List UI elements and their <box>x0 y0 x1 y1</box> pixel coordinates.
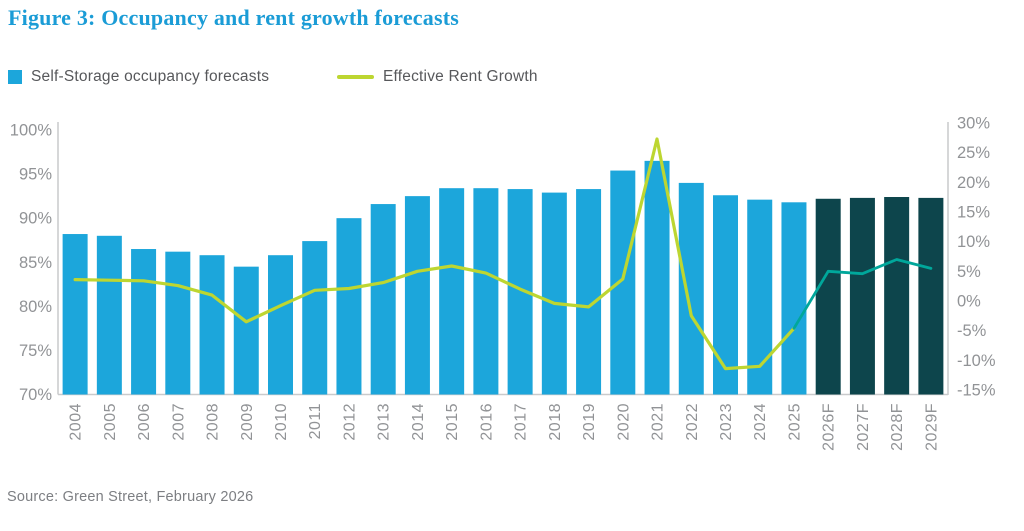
left-axis-tick-label: 70% <box>19 386 52 404</box>
year-label: 2027F <box>855 403 872 451</box>
left-axis-tick-label: 85% <box>19 254 52 272</box>
occupancy-bar-forecast <box>918 197 944 395</box>
year-label: 2021 <box>650 403 667 441</box>
year-label: 2018 <box>547 403 564 441</box>
year-label: 2026F <box>821 403 838 451</box>
right-axis-tick-label: -5% <box>957 322 987 340</box>
left-axis-tick-label: 95% <box>19 166 52 184</box>
year-label: 2024 <box>752 403 769 441</box>
occupancy-bar <box>199 255 225 395</box>
occupancy-bar <box>62 234 88 395</box>
occupancy-bar <box>439 188 465 395</box>
occupancy-bar <box>268 255 293 395</box>
year-label: 2006 <box>136 403 153 441</box>
year-label: 2019 <box>581 403 598 441</box>
occupancy-bar-forecast <box>815 198 841 395</box>
right-axis-tick-label: 15% <box>957 204 990 222</box>
year-label: 2013 <box>376 403 393 441</box>
occupancy-bar <box>644 160 670 395</box>
occupancy-bar <box>473 188 499 395</box>
occupancy-swatch-icon <box>8 70 22 84</box>
year-label: 2008 <box>205 403 222 441</box>
occupancy-bar <box>678 182 704 395</box>
year-label: 2011 <box>307 403 324 439</box>
legend-item-rent-growth: Effective Rent Growth <box>337 68 538 86</box>
year-label: 2015 <box>444 403 461 441</box>
right-axis-tick-label: -10% <box>957 352 996 370</box>
occupancy-bar <box>610 170 636 395</box>
occupancy-bar <box>713 195 738 395</box>
right-axis-tick-label: 10% <box>957 233 990 251</box>
legend-rent-growth-label: Effective Rent Growth <box>383 68 538 85</box>
year-label: 2029F <box>923 403 940 451</box>
year-label: 2005 <box>102 403 119 441</box>
right-axis-tick-label: 30% <box>957 115 990 133</box>
occupancy-bar <box>336 218 362 395</box>
occupancy-bar-forecast <box>849 197 875 395</box>
source-note: Source: Green Street, February 2026 <box>7 489 254 505</box>
occupancy-bar <box>747 199 773 395</box>
occupancy-bar <box>576 189 602 395</box>
year-label: 2004 <box>68 403 85 441</box>
year-label: 2022 <box>684 403 701 441</box>
occupancy-bar-forecast <box>884 197 910 395</box>
left-axis-tick-label: 90% <box>19 210 52 228</box>
legend-item-occupancy: Self-Storage occupancy forecasts <box>8 68 269 86</box>
year-label: 2020 <box>615 403 632 441</box>
year-label: 2017 <box>513 403 530 441</box>
rent-growth-swatch-icon <box>337 75 374 79</box>
left-axis-tick-label: 100% <box>10 122 53 140</box>
year-label: 2007 <box>170 403 187 441</box>
occupancy-bar <box>165 251 191 395</box>
occupancy-bar <box>404 196 430 395</box>
occupancy-bar <box>96 235 122 395</box>
right-axis-tick-label: 20% <box>957 174 990 192</box>
year-label: 2010 <box>273 403 290 441</box>
year-label: 2009 <box>239 403 256 441</box>
right-axis-tick-label: 5% <box>957 263 981 281</box>
figure-title: Figure 3: Occupancy and rent growth fore… <box>8 5 460 30</box>
year-label: 2028F <box>889 403 906 451</box>
rent-growth-line-historical <box>73 137 796 371</box>
year-label: 2016 <box>478 403 495 441</box>
left-axis-tick-label: 80% <box>19 298 52 316</box>
occupancy-bar <box>131 249 157 395</box>
year-label: 2014 <box>410 403 427 441</box>
right-axis-tick-label: -15% <box>957 382 996 400</box>
left-axis-tick-label: 75% <box>19 342 52 360</box>
right-axis-tick-label: 25% <box>957 144 990 162</box>
occupancy-bar <box>233 266 259 395</box>
legend-occupancy-label: Self-Storage occupancy forecasts <box>31 68 270 85</box>
year-label: 2025 <box>786 403 803 441</box>
occupancy-bar <box>302 241 328 395</box>
rent-growth-line-forecast <box>792 258 933 330</box>
occupancy-bar <box>370 204 396 395</box>
year-label: 2023 <box>718 403 735 441</box>
right-axis-tick-label: 0% <box>957 293 981 311</box>
chart-legend: Self-Storage occupancy forecasts Effecti… <box>8 68 1008 88</box>
occupancy-bar <box>781 202 807 395</box>
year-label: 2012 <box>341 403 358 441</box>
occupancy-bar <box>541 192 567 395</box>
